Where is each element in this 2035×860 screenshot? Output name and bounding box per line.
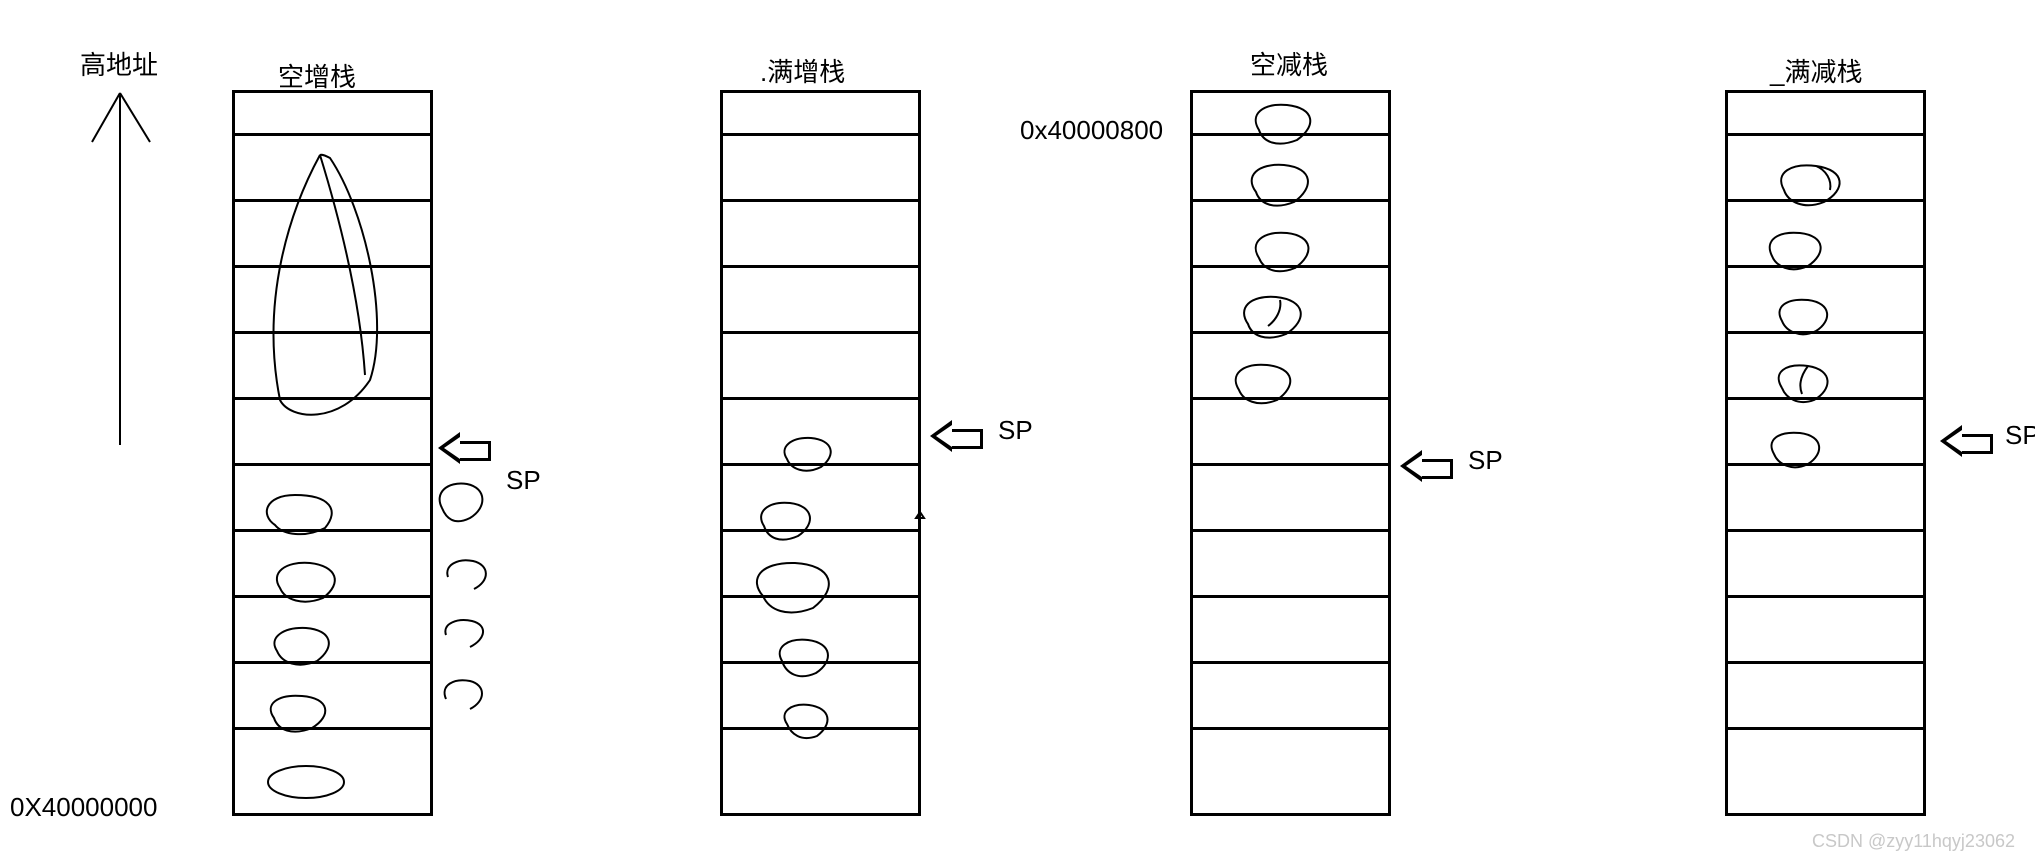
stack3-title: 空减栈 [1250,45,1328,82]
stack1-large-scribble [250,150,410,430]
diagram-canvas: 高地址 0X40000000 空增栈 SP .满增栈 [0,0,2035,860]
sp-pointer-arrow-icon [1400,450,1452,482]
sp-label: SP [1468,445,1503,476]
stack3-blob-icon [1232,292,1314,342]
sp-label: SP [998,415,1033,446]
stack1-side-doodle-icon [438,615,493,653]
upward-arrow-icon [88,90,158,450]
stack2-title: .满增栈 [760,52,845,89]
stack4-blob-icon [1770,295,1842,339]
stack1-title: 空增栈 [278,57,356,94]
sp-pointer-arrow-icon [1940,425,1992,457]
watermark-text: CSDN @zyy11hqyj23062 [1812,831,2015,852]
sp-pointer-arrow-icon [438,432,490,464]
sp-label: SP [2005,420,2035,451]
address-bottom-label: 0X40000000 [10,792,157,823]
tiny-mark-icon [915,510,925,520]
stack3-blob-icon [1240,160,1320,210]
stack4-title: _满减栈 [1770,52,1862,89]
stack1-blob-icon [264,762,349,802]
stack1-blob-icon [255,490,345,540]
sp-label: SP [506,465,541,496]
stack1-side-doodle-icon [432,478,492,528]
stack4-blob-icon [1768,360,1842,406]
sp-pointer-arrow-icon [930,420,982,452]
stack2-blob-icon [775,700,841,742]
stack3-blob-icon [1245,228,1321,276]
stack1-blob-icon [262,623,340,669]
stack3-top-address: 0x40000800 [1020,115,1163,146]
stack2-blob-icon [745,558,845,616]
high-address-label: 高地址 [80,45,158,82]
stack4-blob-icon [1760,228,1834,274]
stack2-blob-icon [775,433,845,475]
stack2-blob-icon [750,498,825,542]
stack1-blob-icon [265,558,345,606]
stack1-side-doodle-icon [440,555,495,595]
stack3-blob-icon [1245,100,1323,148]
stack4-blob-icon [1762,428,1834,472]
stack4-blob-icon [1770,160,1852,210]
stack1-side-doodle-icon [436,675,491,715]
stack3-blob-icon [1225,360,1305,408]
stack2-blob-icon [770,635,842,679]
stack1-blob-icon [258,690,338,736]
